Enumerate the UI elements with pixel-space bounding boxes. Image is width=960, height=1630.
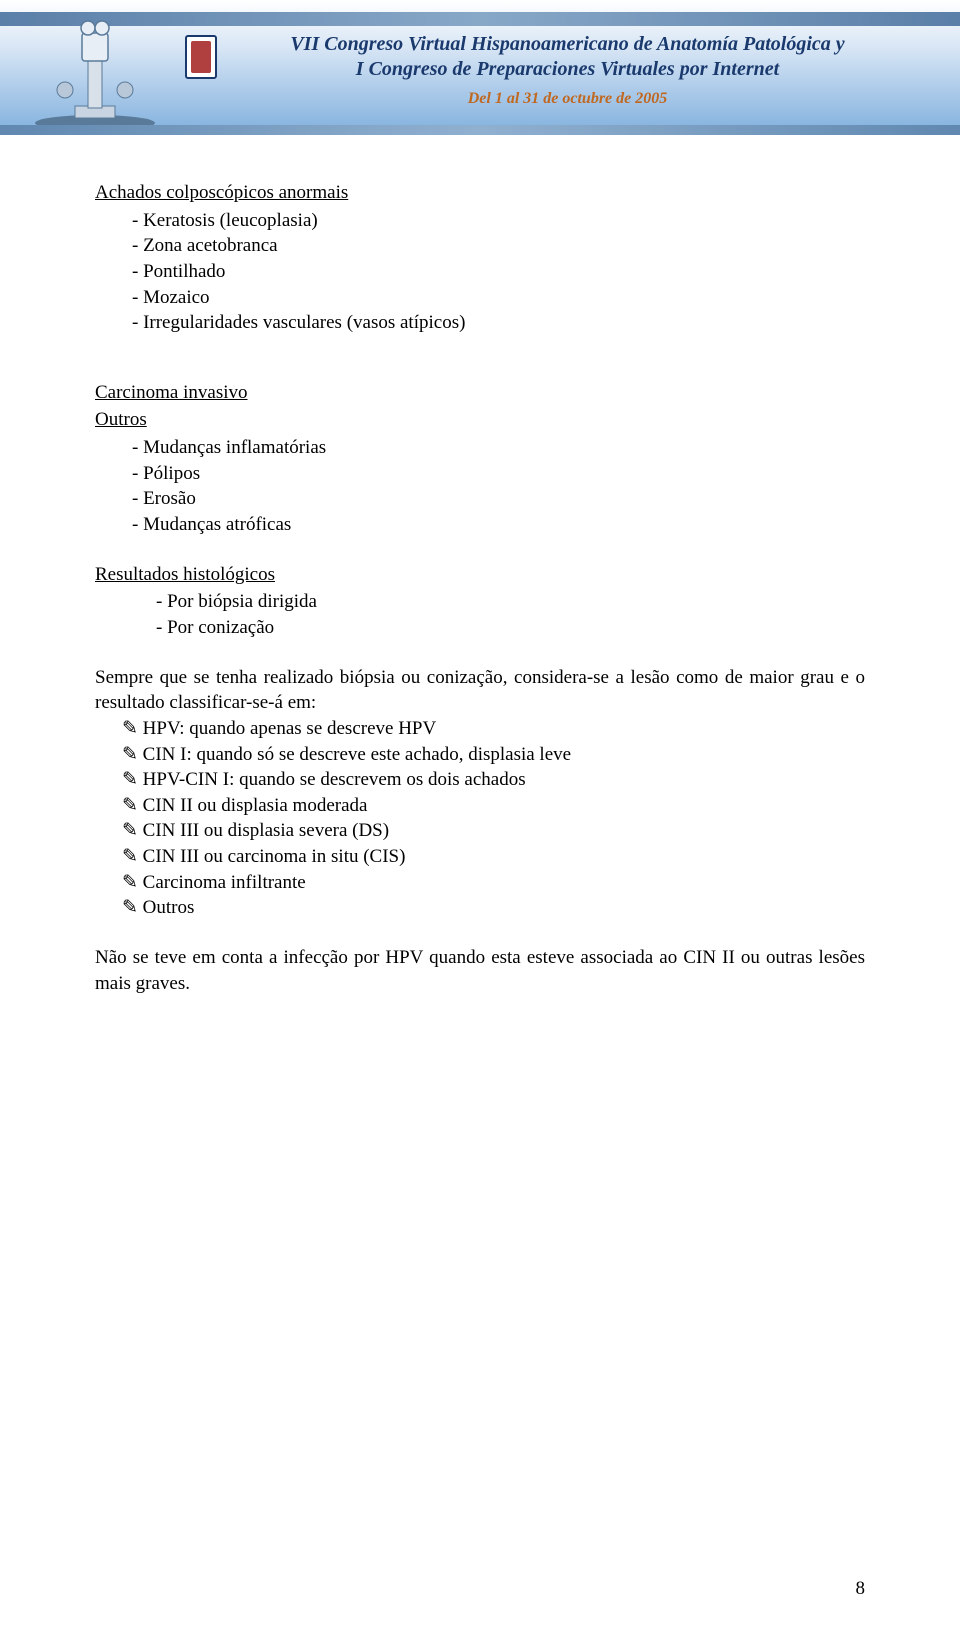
list-item: HPV-CIN I: quando se descrevem os dois a…: [95, 767, 865, 793]
list-item: CIN III ou carcinoma in situ (CIS): [95, 844, 865, 870]
list-item: Mudanças inflamatórias: [95, 435, 865, 461]
list-item: Carcinoma infiltrante: [95, 870, 865, 896]
section2-heading: Carcinoma invasivo: [95, 380, 865, 406]
list-item: HPV: quando apenas se descreve HPV: [95, 716, 865, 742]
list-item: Zona acetobranca: [95, 233, 865, 259]
banner-date: Del 1 al 31 de octubre de 2005: [225, 90, 910, 108]
list-item: Pólipos: [95, 461, 865, 487]
page-banner: VII Congreso Virtual Hispanoamericano de…: [0, 0, 960, 135]
pencil-list: HPV: quando apenas se descreve HPV CIN I…: [95, 716, 865, 921]
microscope-icon: [20, 18, 170, 133]
section1-list: Keratosis (leucoplasia) Zona acetobranca…: [95, 208, 865, 336]
list-item: CIN III ou displasia severa (DS): [95, 818, 865, 844]
banner-title-line2: I Congreso de Preparaciones Virtuales po…: [225, 57, 910, 82]
banner-title-line1: VII Congreso Virtual Hispanoamericano de…: [225, 32, 910, 57]
list-item: Outros: [95, 895, 865, 921]
page-number: 8: [856, 1578, 866, 1600]
section1-heading: Achados colposcópicos anormais: [95, 180, 865, 206]
congress-logo-icon: [185, 35, 217, 79]
paragraph-conclusion: Não se teve em conta a infecção por HPV …: [95, 945, 865, 996]
list-item: Mudanças atróficas: [95, 512, 865, 538]
document-body: Achados colposcópicos anormais Keratosis…: [0, 135, 960, 996]
section3-heading: Outros: [95, 407, 865, 433]
section4-list: Por biópsia dirigida Por conização: [95, 589, 865, 640]
list-item: Por biópsia dirigida: [95, 589, 865, 615]
list-item: Erosão: [95, 486, 865, 512]
list-item: Irregularidades vasculares (vasos atípic…: [95, 310, 865, 336]
section4-heading: Resultados histológicos: [95, 562, 865, 588]
section3-list: Mudanças inflamatórias Pólipos Erosão Mu…: [95, 435, 865, 538]
list-item: Por conização: [95, 615, 865, 641]
list-item: CIN II ou displasia moderada: [95, 793, 865, 819]
list-item: Mozaico: [95, 285, 865, 311]
banner-bottom-stripe: [0, 125, 960, 135]
paragraph-intro: Sempre que se tenha realizado biópsia ou…: [95, 665, 865, 716]
banner-title-block: VII Congreso Virtual Hispanoamericano de…: [225, 32, 910, 108]
list-item: CIN I: quando só se descreve este achado…: [95, 742, 865, 768]
list-item: Pontilhado: [95, 259, 865, 285]
list-item: Keratosis (leucoplasia): [95, 208, 865, 234]
